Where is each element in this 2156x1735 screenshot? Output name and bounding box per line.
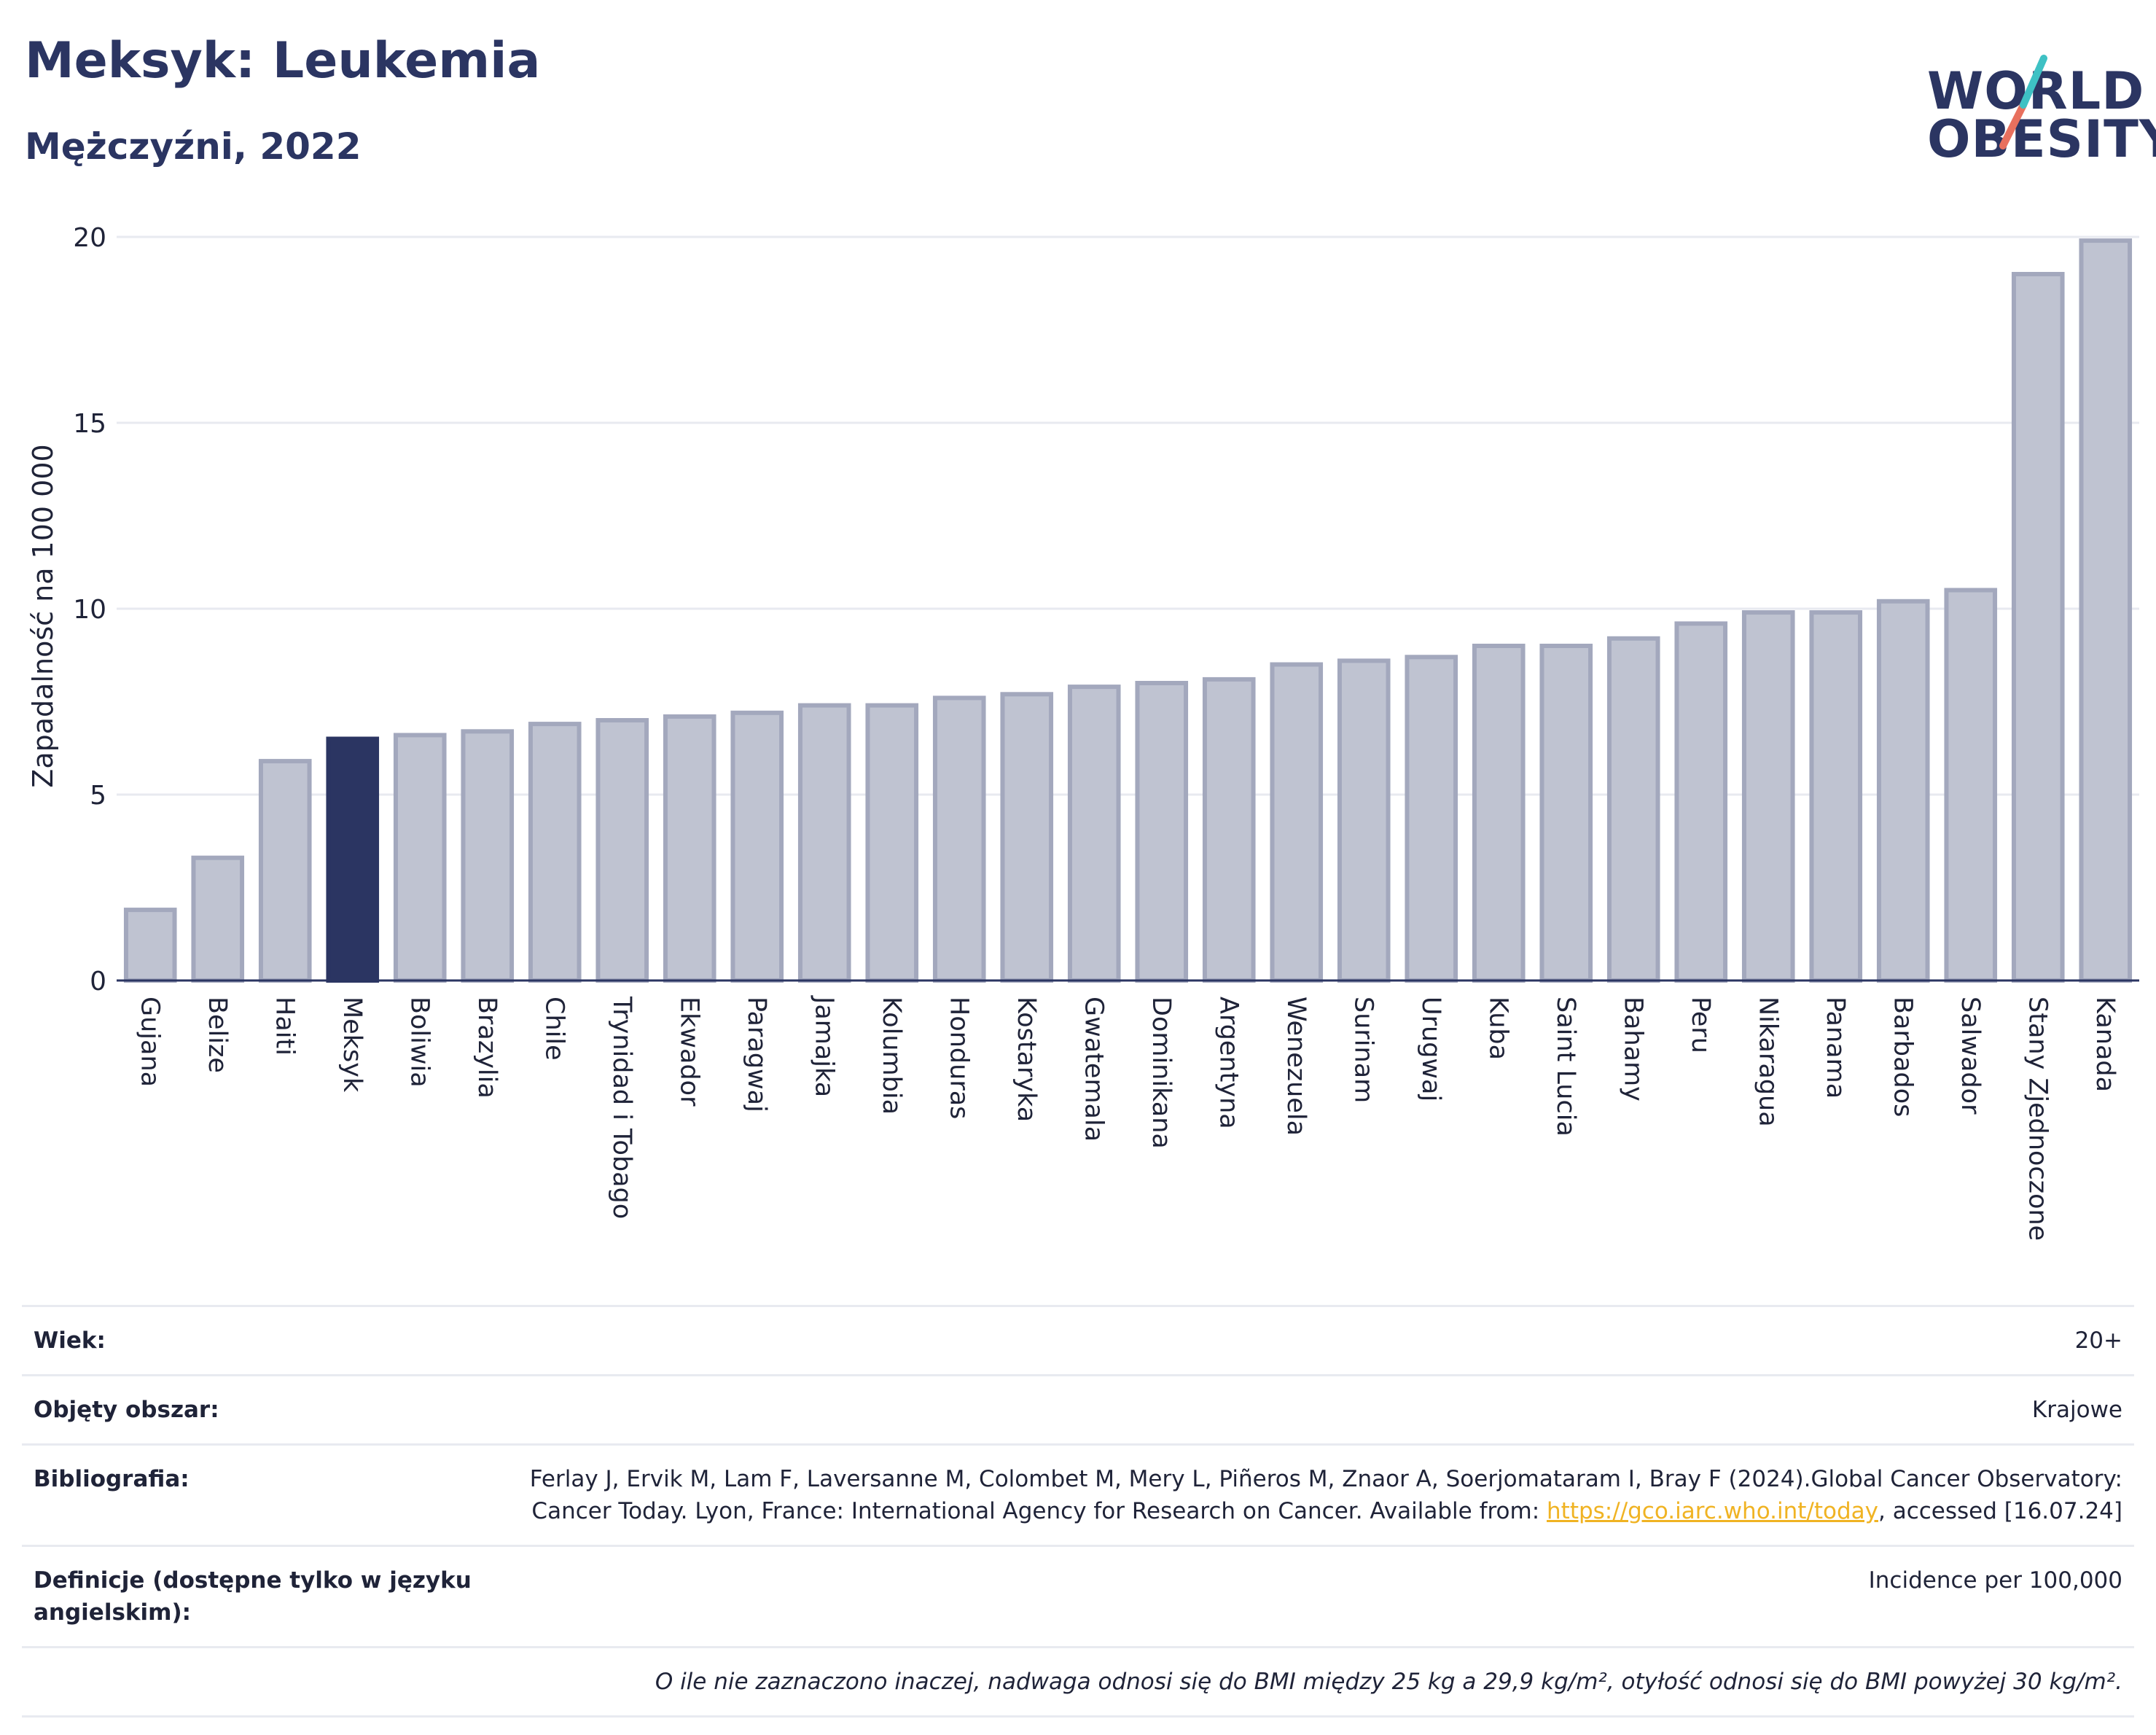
x-tick-label: Trynidad i Tobago: [607, 996, 636, 1219]
x-tick-label: Kuba: [1483, 997, 1512, 1060]
bar-barbados: [1876, 599, 1930, 983]
bar-kanada: [2079, 238, 2133, 983]
meta-row-age: Wiek: 20+: [22, 1305, 2134, 1374]
bar-kuba: [1472, 644, 1526, 983]
x-tick-label: Ekwador: [674, 997, 703, 1107]
bar-belize: [191, 855, 245, 983]
meta-row-area: Objęty obszar: Krajowe: [22, 1374, 2134, 1443]
bar-bahamy: [1606, 636, 1660, 983]
x-tick-label: Boliwia: [405, 997, 434, 1088]
x-tick-label: Stany Zjednoczone: [2023, 997, 2052, 1241]
bar-ekwador: [663, 714, 716, 983]
bar-peru: [1674, 621, 1728, 983]
x-tick-label: Gujana: [135, 997, 164, 1087]
meta-bib-value: Ferlay J, Ervik M, Lam F, Laversanne M, …: [519, 1463, 2122, 1527]
y-tick-label: 10: [73, 595, 106, 625]
bib-link[interactable]: https://gco.iarc.who.int/today: [1547, 1498, 1878, 1524]
y-tick-label: 5: [90, 781, 106, 811]
y-tick-label: 15: [73, 409, 106, 439]
bar-gujana: [123, 908, 177, 983]
bar-wenezuela: [1270, 662, 1324, 983]
world-obesity-logo: WORLD OBESITY: [1895, 29, 2156, 165]
meta-row-definitions: Definicje (dostępne tylko w języku angie…: [22, 1545, 2134, 1646]
bar-brazylia: [461, 729, 515, 983]
x-tick-label: Belize: [203, 997, 232, 1073]
bar-chart: 0 5 10 15 20 Gujana Belize Haiti Meksyk Boliwia B…: [27, 223, 2139, 1241]
x-tick-label: Salwador: [1956, 997, 1985, 1115]
page-subtitle: Mężczyźni, 2022: [25, 125, 362, 168]
meta-def-label: Definicje (dostępne tylko w języku angie…: [34, 1567, 472, 1626]
y-tick-label: 0: [90, 967, 106, 997]
x-tick-label: Urugwaj: [1416, 997, 1445, 1102]
bar-honduras: [932, 695, 986, 983]
x-tick-label: Bahamy: [1618, 997, 1647, 1102]
meta-area-value: Krajowe: [2031, 1397, 2122, 1423]
bar-jamajka: [797, 703, 851, 983]
x-tick-label: Gwatemala: [1079, 997, 1108, 1142]
meta-area-label: Objęty obszar:: [34, 1397, 219, 1423]
x-tick-label: Barbados: [1888, 997, 1917, 1117]
bar-argentyna: [1202, 677, 1256, 983]
bar-trynidad-i-tobago: [595, 718, 649, 983]
bar-paragwaj: [730, 710, 784, 983]
x-tick-label: Meksyk: [337, 997, 367, 1093]
bar-stany-zjednoczone: [2011, 272, 2065, 983]
x-tick-label: Saint Lucia: [1551, 997, 1580, 1136]
x-tick-label: Dominikana: [1147, 997, 1176, 1149]
bib-suffix: , accessed [16.07.24]: [1878, 1498, 2122, 1524]
bar-salwador: [1944, 588, 1998, 983]
meta-bib-label: Bibliografia:: [34, 1466, 190, 1492]
logo-text-obesity: OBESITY: [1927, 109, 2156, 169]
x-tick-label: Kostaryka: [1012, 997, 1041, 1122]
bar-surinam: [1337, 658, 1391, 983]
bar-boliwia: [393, 733, 447, 983]
y-axis-title: Zapadalność na 100 000: [27, 444, 59, 787]
bar-kostaryka: [1000, 692, 1054, 983]
bar-dominikana: [1135, 681, 1189, 983]
logo-slash-icon: [1999, 55, 2047, 149]
bar-haiti: [258, 759, 312, 983]
x-tick-label: Jamajka: [809, 995, 838, 1097]
x-tick-label: Wenezuela: [1281, 997, 1311, 1136]
bars: [123, 238, 2133, 983]
meta-age-label: Wiek:: [34, 1327, 106, 1354]
metadata-table: Wiek: 20+ Objęty obszar: Krajowe Bibliog…: [22, 1305, 2134, 1718]
x-tick-label: Haiti: [270, 997, 299, 1056]
x-tick-label: Honduras: [944, 997, 973, 1119]
bar-saint-lucia: [1539, 644, 1593, 983]
bar-kolumbia: [865, 703, 919, 983]
x-tick-label: Surinam: [1348, 997, 1378, 1103]
bar-gwatemala: [1067, 685, 1121, 983]
y-axis-ticks: 0 5 10 15 20: [73, 223, 106, 997]
bar-meksyk: [326, 736, 380, 983]
x-tick-label: Nikaragua: [1753, 997, 1782, 1127]
x-tick-label: Panama: [1821, 997, 1850, 1099]
x-tick-label: Chile: [539, 997, 569, 1061]
x-tick-label: Paragwaj: [742, 997, 771, 1112]
bar-urugwaj: [1405, 655, 1458, 983]
bib-text: Ferlay J, Ervik M, Lam F, Laversanne M, …: [529, 1466, 2122, 1524]
grid-lines: [117, 235, 2139, 796]
bar-nikaragua: [1741, 610, 1795, 983]
bar-chile: [528, 722, 582, 983]
meta-note: O ile nie zaznaczono inaczej, nadwaga od…: [655, 1669, 2122, 1695]
y-tick-label: 20: [73, 223, 106, 253]
page-title: Meksyk: Leukemia: [25, 32, 541, 90]
meta-age-value: 20+: [2074, 1327, 2122, 1354]
x-tick-label: Peru: [1686, 997, 1715, 1053]
x-axis-labels: Gujana Belize Haiti Meksyk Boliwia Brazylia Ch…: [135, 995, 2120, 1241]
x-tick-label: Kanada: [2090, 997, 2120, 1092]
meta-row-bibliography: Bibliografia: Ferlay J, Ervik M, Lam F, …: [22, 1443, 2134, 1545]
x-tick-label: Brazylia: [472, 997, 501, 1099]
x-tick-label: Argentyna: [1214, 997, 1243, 1129]
x-tick-label: Kolumbia: [877, 997, 906, 1115]
meta-def-value: Incidence per 100,000: [1868, 1567, 2122, 1594]
meta-row-note: O ile nie zaznaczono inaczej, nadwaga od…: [22, 1646, 2134, 1718]
bar-panama: [1809, 610, 1863, 983]
